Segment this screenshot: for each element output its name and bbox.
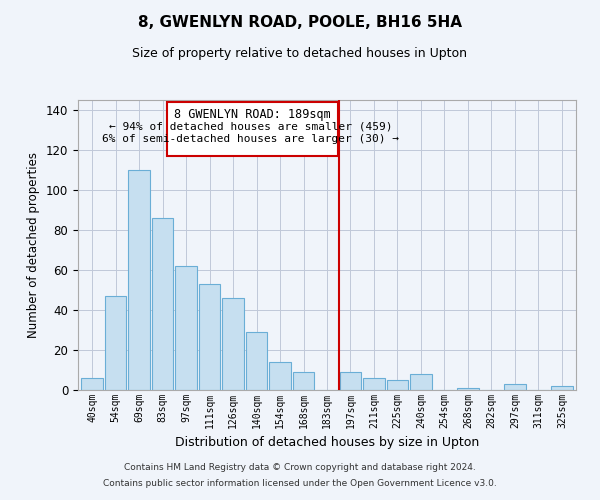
- Y-axis label: Number of detached properties: Number of detached properties: [28, 152, 40, 338]
- Bar: [340, 372, 361, 390]
- Text: Size of property relative to detached houses in Upton: Size of property relative to detached ho…: [133, 48, 467, 60]
- Bar: [293, 372, 314, 390]
- Bar: [551, 386, 573, 390]
- FancyBboxPatch shape: [167, 102, 338, 156]
- Text: ← 94% of detached houses are smaller (459): ← 94% of detached houses are smaller (45…: [109, 121, 392, 131]
- Bar: [222, 298, 244, 390]
- Text: 6% of semi-detached houses are larger (30) →: 6% of semi-detached houses are larger (3…: [102, 134, 399, 144]
- Bar: [363, 378, 385, 390]
- Bar: [128, 170, 150, 390]
- Bar: [105, 296, 127, 390]
- Text: Contains HM Land Registry data © Crown copyright and database right 2024.: Contains HM Land Registry data © Crown c…: [124, 464, 476, 472]
- Text: Contains public sector information licensed under the Open Government Licence v3: Contains public sector information licen…: [103, 478, 497, 488]
- Bar: [175, 266, 197, 390]
- Bar: [246, 332, 268, 390]
- Bar: [504, 384, 526, 390]
- Bar: [199, 284, 220, 390]
- Bar: [81, 378, 103, 390]
- Bar: [410, 374, 432, 390]
- Bar: [152, 218, 173, 390]
- Bar: [386, 380, 408, 390]
- Text: 8, GWENLYN ROAD, POOLE, BH16 5HA: 8, GWENLYN ROAD, POOLE, BH16 5HA: [138, 15, 462, 30]
- Bar: [457, 388, 479, 390]
- Bar: [269, 362, 291, 390]
- Text: 8 GWENLYN ROAD: 189sqm: 8 GWENLYN ROAD: 189sqm: [175, 108, 331, 121]
- X-axis label: Distribution of detached houses by size in Upton: Distribution of detached houses by size …: [175, 436, 479, 450]
